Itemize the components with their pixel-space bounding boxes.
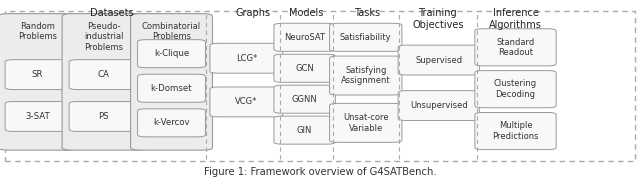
- Text: GIN: GIN: [297, 126, 312, 135]
- Text: 3-SAT: 3-SAT: [25, 112, 50, 121]
- Text: k-Domset: k-Domset: [150, 84, 193, 93]
- Text: Training
Objectives: Training Objectives: [412, 8, 463, 30]
- Text: PS: PS: [99, 112, 109, 121]
- FancyBboxPatch shape: [138, 74, 205, 102]
- FancyBboxPatch shape: [274, 23, 335, 51]
- Text: VCG*: VCG*: [236, 97, 257, 106]
- FancyBboxPatch shape: [330, 103, 402, 142]
- Text: Pseudo-
industrial
Problems: Pseudo- industrial Problems: [84, 22, 124, 52]
- FancyBboxPatch shape: [274, 85, 335, 113]
- Text: Satisfiability: Satisfiability: [340, 33, 392, 42]
- Text: Models: Models: [289, 8, 323, 18]
- FancyBboxPatch shape: [131, 14, 212, 150]
- Text: Multiple
Predictions: Multiple Predictions: [492, 121, 539, 141]
- Text: Figure 1: Framework overview of G4SATBench.: Figure 1: Framework overview of G4SATBen…: [204, 167, 436, 177]
- Text: NeuroSAT: NeuroSAT: [284, 33, 325, 42]
- FancyBboxPatch shape: [274, 54, 335, 82]
- FancyBboxPatch shape: [475, 71, 556, 108]
- Text: k-Vercov: k-Vercov: [153, 118, 190, 127]
- FancyBboxPatch shape: [62, 14, 145, 150]
- Text: Supervised: Supervised: [415, 56, 462, 65]
- Bar: [5, 11, 635, 161]
- Text: Standard
Readout: Standard Readout: [497, 38, 534, 57]
- FancyBboxPatch shape: [274, 116, 335, 144]
- Text: Satisfying
Assignment: Satisfying Assignment: [341, 66, 390, 85]
- FancyBboxPatch shape: [398, 91, 479, 120]
- Text: Tasks: Tasks: [355, 8, 380, 18]
- Text: GGNN: GGNN: [292, 95, 317, 104]
- FancyBboxPatch shape: [475, 112, 556, 150]
- Text: SR: SR: [32, 70, 43, 79]
- Text: Unsat-core
Variable: Unsat-core Variable: [343, 113, 388, 132]
- Text: Random
Problems: Random Problems: [18, 22, 57, 41]
- FancyBboxPatch shape: [330, 56, 402, 95]
- Text: Inference
Algorithms: Inference Algorithms: [490, 8, 542, 30]
- FancyBboxPatch shape: [138, 109, 205, 137]
- Text: Unsupervised: Unsupervised: [410, 101, 468, 110]
- FancyBboxPatch shape: [5, 102, 70, 131]
- FancyBboxPatch shape: [69, 102, 138, 131]
- Text: Combinatorial
Problems: Combinatorial Problems: [142, 22, 201, 41]
- Text: Clustering
Decoding: Clustering Decoding: [494, 80, 537, 99]
- FancyBboxPatch shape: [138, 40, 205, 68]
- Text: k-Clique: k-Clique: [154, 49, 189, 58]
- Text: GCN: GCN: [295, 64, 314, 73]
- FancyBboxPatch shape: [330, 23, 402, 51]
- Text: LCG*: LCG*: [236, 54, 257, 63]
- Text: CA: CA: [98, 70, 109, 79]
- FancyBboxPatch shape: [475, 29, 556, 66]
- FancyBboxPatch shape: [210, 43, 283, 73]
- FancyBboxPatch shape: [0, 14, 77, 150]
- FancyBboxPatch shape: [210, 87, 283, 117]
- Text: Datasets: Datasets: [90, 8, 134, 18]
- FancyBboxPatch shape: [5, 60, 70, 90]
- FancyBboxPatch shape: [398, 45, 479, 75]
- FancyBboxPatch shape: [69, 60, 138, 90]
- Text: Graphs: Graphs: [236, 8, 270, 18]
